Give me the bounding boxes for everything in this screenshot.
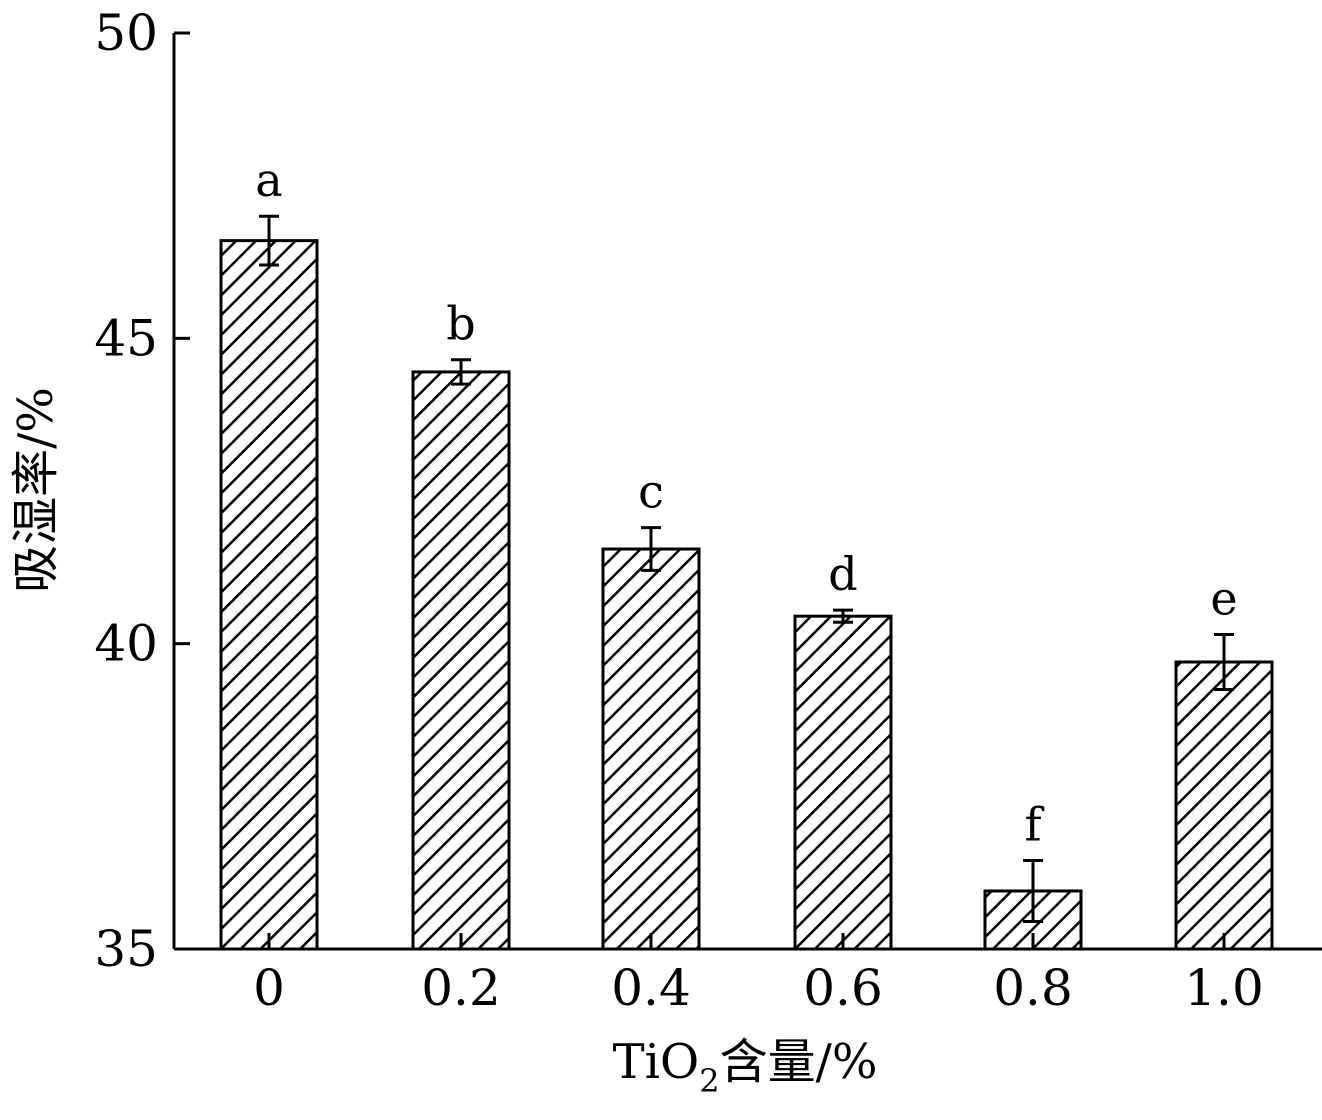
- x-tick-label: 0: [253, 959, 285, 1017]
- x-tick-label: 0.4: [611, 959, 691, 1017]
- x-axis-label-suffix: 含量/%: [720, 1034, 878, 1090]
- y-tick-label: 45: [94, 309, 158, 367]
- x-tick-label: 1.0: [1184, 959, 1264, 1017]
- y-tick-label: 50: [94, 4, 158, 62]
- axes: [172, 33, 1322, 951]
- significance-label: a: [255, 153, 282, 207]
- y-ticks: 35 40 45 50: [94, 4, 190, 978]
- bar: [411, 370, 511, 951]
- x-ticks: 0 0.2 0.4 0.6 0.8 1.0: [253, 933, 1264, 1017]
- bar: [601, 547, 701, 951]
- x-axis-label-subscript: 2: [699, 1062, 719, 1100]
- x-tick-label: 0.6: [803, 959, 883, 1017]
- significance-label: e: [1210, 572, 1237, 626]
- significance-label: d: [828, 547, 857, 601]
- significance-label: c: [638, 465, 664, 519]
- y-tick-label: 40: [94, 615, 158, 673]
- significance-label: b: [446, 297, 475, 351]
- x-tick-label: 0.2: [421, 959, 501, 1017]
- bar: [1174, 660, 1274, 951]
- significance-label: f: [1024, 797, 1044, 851]
- bars: a b c d f e: [219, 153, 1274, 951]
- y-tick-label: 35: [94, 920, 158, 978]
- bar: [219, 239, 319, 951]
- bar: [793, 614, 893, 951]
- y-axis-label: 吸湿率/%: [8, 387, 64, 593]
- x-tick-label: 0.8: [993, 959, 1073, 1017]
- x-axis-label-main: TiO: [613, 1034, 700, 1090]
- x-axis-label: TiO2含量/%: [613, 1034, 878, 1100]
